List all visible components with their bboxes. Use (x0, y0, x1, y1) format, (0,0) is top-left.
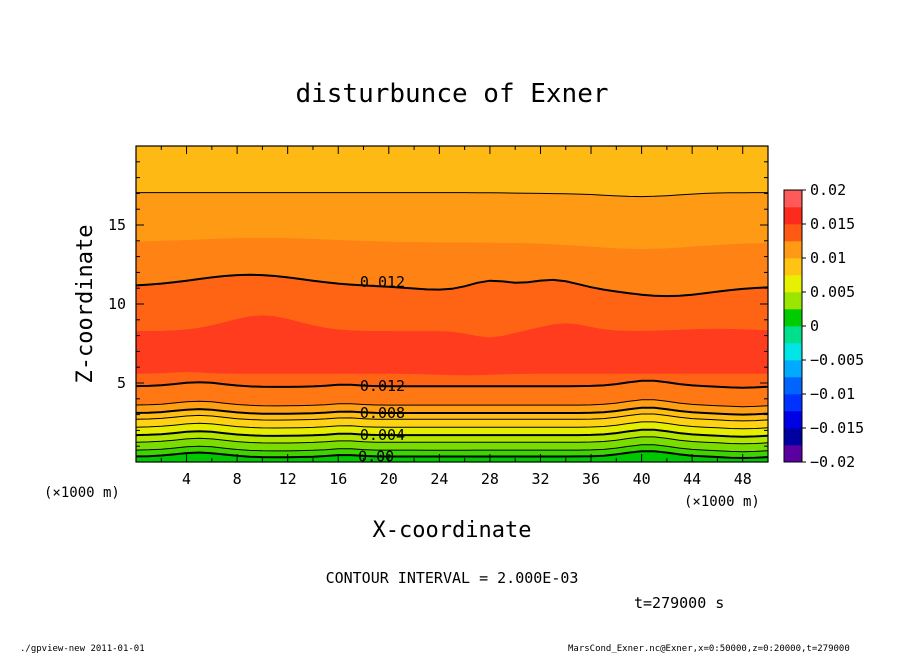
contour-label: 0.008 (360, 404, 405, 422)
contour-label-gap (358, 278, 406, 287)
colorbar-swatch (784, 411, 802, 429)
colorbar-tick-label: 0.02 (810, 181, 846, 199)
colorbar-swatch (784, 428, 802, 446)
x-tick-label: 32 (531, 470, 549, 488)
x-tick-label: 24 (430, 470, 448, 488)
x-tick-label: 8 (233, 470, 242, 488)
x-tick-label: 20 (380, 470, 398, 488)
x-axis-label: X-coordinate (373, 518, 532, 543)
y-tick-label: 15 (108, 216, 126, 234)
contour-lines (135, 192, 769, 460)
contour-line (135, 444, 769, 453)
colorbar-swatch (784, 224, 802, 242)
time-text: t=279000 s (634, 594, 724, 612)
footer-left: ./gpview-new 2011-01-01 (20, 644, 145, 654)
contour-line (136, 192, 768, 198)
colorbar-tick-label: 0 (810, 317, 819, 335)
x-tick-label: 4 (182, 470, 191, 488)
contour-line (135, 421, 769, 430)
colorbar-swatch (784, 326, 802, 344)
y-axis-ticks: 5 10 15 (108, 161, 768, 447)
contour-fills (135, 145, 769, 463)
x-tick-label: 28 (481, 470, 499, 488)
contour-label: 0.004 (360, 426, 405, 444)
contour-label: 0.012 (360, 273, 405, 291)
contour-line (135, 450, 769, 460)
x-tick-label: 12 (279, 470, 297, 488)
contour-line (135, 406, 769, 416)
x-axis-unit: (×1000 m) (684, 494, 760, 510)
x-axis-ticks: 4 8 12 16 20 24 28 32 36 40 44 48 (160, 146, 769, 488)
colorbar-swatch (784, 207, 802, 225)
colorbar-swatch (784, 258, 802, 276)
colorbar-swatch (784, 377, 802, 395)
contour-label-gap (358, 382, 406, 391)
y-tick-label: 10 (108, 295, 126, 313)
contour-interval-text: CONTOUR INTERVAL = 2.000E-03 (326, 569, 579, 587)
y-axis-label: Z-coordinate (73, 225, 98, 384)
contour-band (135, 145, 769, 197)
x-tick-label: 44 (683, 470, 701, 488)
colorbar-tick-label: −0.005 (810, 351, 864, 369)
x-tick-label: 48 (734, 470, 752, 488)
colorbar-tick-label: −0.01 (810, 385, 855, 403)
colorbar-tick-label: −0.02 (810, 453, 855, 471)
chart-title: disturbunce of Exner (295, 79, 608, 109)
contour-line (135, 428, 769, 438)
x-tick-label: 16 (329, 470, 347, 488)
y-axis-unit: (×1000 m) (44, 485, 120, 501)
colorbar-swatch (784, 190, 802, 208)
colorbar-tick-label: 0.015 (810, 215, 855, 233)
colorbar-tick-label: −0.015 (810, 419, 864, 437)
colorbar-tick-label: 0.005 (810, 283, 855, 301)
colorbar-swatch (784, 394, 802, 412)
colorbar-swatch (784, 292, 802, 310)
contour-line (135, 436, 769, 445)
contour-label: 0.00 (358, 447, 394, 465)
contour-label-gap (352, 452, 400, 461)
x-tick-label: 40 (633, 470, 651, 488)
footer-right: MarsCond_Exner.nc@Exner,x=0:50000,z=0:20… (568, 644, 850, 654)
colorbar-swatch (784, 445, 802, 463)
colorbar-swatch (784, 343, 802, 361)
colorbar-swatch (784, 309, 802, 327)
colorbar-tick-label: 0.01 (810, 249, 846, 267)
contour-line (135, 413, 769, 422)
x-tick-label: 36 (582, 470, 600, 488)
contour-label-gap (358, 431, 406, 440)
contour-line (135, 379, 769, 389)
y-tick-label: 5 (117, 374, 126, 392)
contour-line (135, 273, 769, 298)
colorbar-swatch (784, 275, 802, 293)
contour-labels: 0.012 0.012 0.008 0.004 0.00 (352, 273, 406, 466)
colorbar-swatch (784, 241, 802, 259)
colorbar (783, 189, 803, 463)
colorbar-ticks: 0.02 0.015 0.01 0.005 0 −0.005 −0.01 −0.015 −0.0… (802, 181, 864, 471)
colorbar-swatch (784, 360, 802, 378)
contour-label: 0.012 (360, 377, 405, 395)
contour-line (135, 399, 769, 408)
contour-label-gap (358, 409, 406, 418)
